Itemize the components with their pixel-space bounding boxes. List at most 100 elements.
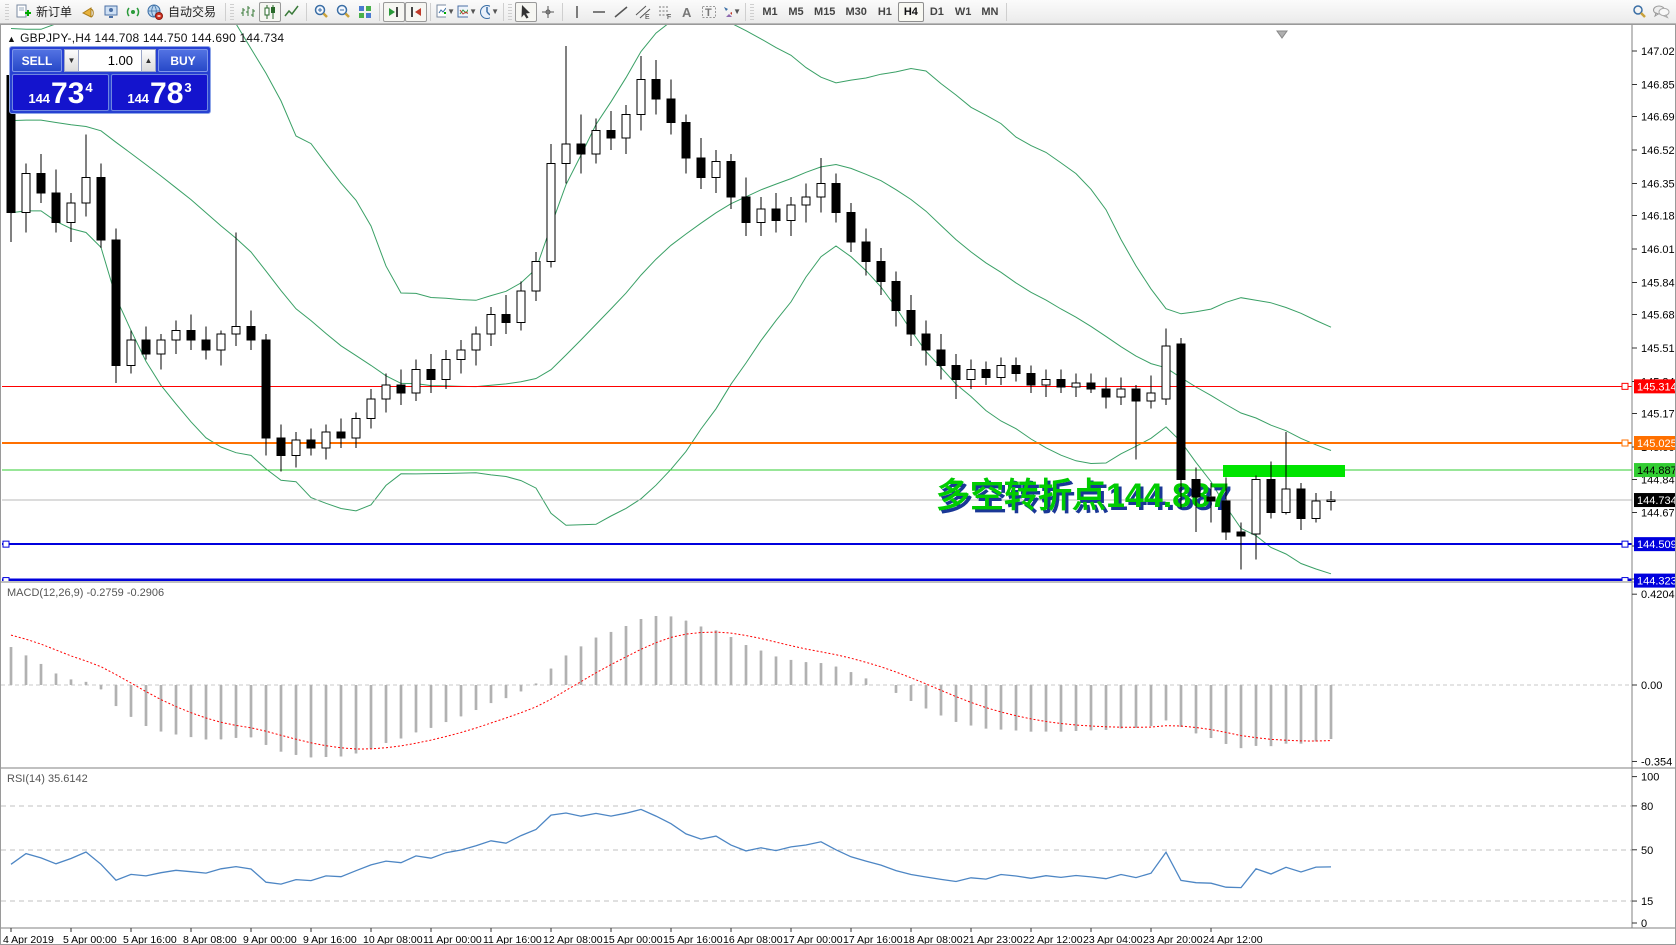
candle xyxy=(546,163,556,263)
time-axis-label: 18 Apr 08:00 xyxy=(903,934,963,944)
bollinger-band-upper[interactable] xyxy=(10,25,1332,328)
candle xyxy=(1296,488,1306,519)
alerts-button[interactable] xyxy=(78,2,100,22)
chevron-down-icon: ▼ xyxy=(447,7,456,16)
terminal-button[interactable] xyxy=(100,2,122,22)
candle xyxy=(201,339,211,351)
candle xyxy=(231,325,241,335)
timeframe-m5-button[interactable]: M5 xyxy=(788,5,804,18)
candle xyxy=(591,129,601,155)
line-handle[interactable] xyxy=(1621,382,1629,390)
zoom-out-icon xyxy=(336,4,350,18)
highlight-bar[interactable] xyxy=(1223,465,1345,477)
autotrade-button[interactable] xyxy=(144,2,166,22)
indicators-button[interactable]: ▼ xyxy=(478,2,500,22)
annotation-text[interactable]: 多空转折点144.887 xyxy=(939,480,1232,518)
bollinger-band-lower[interactable] xyxy=(10,210,1332,575)
candle xyxy=(1071,382,1081,388)
time-axis-label: 17 Apr 16:00 xyxy=(843,934,903,944)
trendline-tool-button[interactable] xyxy=(610,2,632,22)
chart-shift-button[interactable] xyxy=(405,1,428,22)
chart-shift-marker-icon[interactable] xyxy=(1276,30,1288,39)
svg-text:144.887: 144.887 xyxy=(1637,465,1675,477)
candle xyxy=(1176,343,1186,480)
auto-scroll-button[interactable] xyxy=(383,1,406,22)
cursor-tool-button[interactable] xyxy=(515,1,538,22)
signals-button[interactable] xyxy=(122,2,144,22)
svg-text:E: E xyxy=(645,14,650,20)
candle xyxy=(66,202,76,223)
volume-increase-button[interactable]: ▲ xyxy=(141,49,156,72)
macd-axis-label: -0.354 xyxy=(1641,756,1672,768)
new-chart-button[interactable]: ▼ xyxy=(434,2,456,22)
annotation-text[interactable]: 多空转折点144.887 xyxy=(936,477,1229,515)
candle xyxy=(486,314,496,335)
sell-button[interactable]: SELL xyxy=(12,49,62,72)
time-axis-label: 8 Apr 08:00 xyxy=(183,934,237,944)
timeframe-mn-button[interactable]: MN xyxy=(981,5,999,18)
candle xyxy=(1206,496,1216,502)
price-tick-label: 146.520 xyxy=(1641,145,1675,157)
line-chart-mode-button[interactable] xyxy=(281,2,303,22)
horizontal-line-tool-button[interactable] xyxy=(588,2,610,22)
timeframe-m30-button[interactable]: M30 xyxy=(845,5,867,18)
time-axis-label: 12 Apr 08:00 xyxy=(543,934,603,944)
candle xyxy=(306,439,316,449)
bar-chart-mode-button[interactable] xyxy=(237,2,259,22)
line-handle[interactable] xyxy=(2,540,10,548)
line-handle[interactable] xyxy=(1621,540,1629,548)
candle xyxy=(606,129,616,139)
search-button[interactable] xyxy=(1628,2,1650,22)
timeframe-m15-button[interactable]: M15 xyxy=(814,5,836,18)
vertical-line-tool-button[interactable] xyxy=(566,2,588,22)
timeframe-w1-button[interactable]: W1 xyxy=(954,5,972,18)
candle xyxy=(696,157,706,178)
time-axis-label: 15 Apr 00:00 xyxy=(603,934,663,944)
timeframe-h4-button[interactable]: H4 xyxy=(897,1,924,22)
chat-button[interactable] xyxy=(1650,2,1672,22)
fibonacci-tool-button[interactable]: F xyxy=(654,2,676,22)
new-order-label[interactable]: 新订单 xyxy=(36,5,73,19)
line-handle[interactable] xyxy=(2,577,10,584)
candle xyxy=(816,182,826,198)
main-toolbar: 新订单 自动交易 xyxy=(0,0,1676,24)
text-icon: A xyxy=(682,5,692,20)
arrow-shapes-icon xyxy=(724,6,733,17)
volume-value[interactable]: 1.00 xyxy=(79,49,141,72)
new-order-button[interactable] xyxy=(12,2,34,22)
text-tool-button[interactable]: A xyxy=(676,2,698,22)
timeframe-h1-button[interactable]: H1 xyxy=(877,5,892,18)
crosshair-icon xyxy=(542,5,555,18)
timeframe-m1-button[interactable]: M1 xyxy=(762,5,778,18)
tile-windows-button[interactable] xyxy=(354,2,376,22)
zoom-in-button[interactable] xyxy=(310,2,332,22)
time-axis-label: 17 Apr 00:00 xyxy=(783,934,843,944)
candle xyxy=(1281,488,1291,514)
channel-tool-button[interactable]: E xyxy=(632,2,654,22)
crosshair-tool-button[interactable] xyxy=(537,2,559,22)
candle xyxy=(1026,372,1036,386)
candle xyxy=(141,339,151,355)
line-handle[interactable] xyxy=(1621,577,1629,584)
text-label-tool-button[interactable]: T xyxy=(698,2,720,22)
bollinger-band-middle[interactable] xyxy=(10,119,1332,451)
buy-button[interactable]: BUY xyxy=(158,49,208,72)
autotrade-label[interactable]: 自动交易 xyxy=(168,5,217,19)
rsi-axis-label: 100 xyxy=(1641,772,1659,784)
price-tick-label: 144.840 xyxy=(1641,474,1675,486)
timeframe-d1-button[interactable]: D1 xyxy=(929,5,944,18)
buy-price-panel[interactable]: 144 78 3 xyxy=(111,74,208,111)
profiles-button[interactable]: ▼ xyxy=(456,2,478,22)
candle-chart-mode-button[interactable] xyxy=(259,1,282,22)
zoom-out-button[interactable] xyxy=(332,2,354,22)
chart-window[interactable]: ▲ GBPJPY-,H4 144.708 144.750 144.690 144.… xyxy=(0,24,1676,945)
collapse-triangle-icon[interactable]: ▲ xyxy=(7,34,17,44)
candle xyxy=(741,196,751,224)
arrows-tool-button[interactable]: ▼ xyxy=(720,2,742,22)
sell-price-sup: 4 xyxy=(85,80,93,95)
volume-decrease-button[interactable]: ▼ xyxy=(64,49,79,72)
sell-price-panel[interactable]: 144 73 4 xyxy=(12,74,109,111)
line-handle[interactable] xyxy=(1621,439,1629,447)
